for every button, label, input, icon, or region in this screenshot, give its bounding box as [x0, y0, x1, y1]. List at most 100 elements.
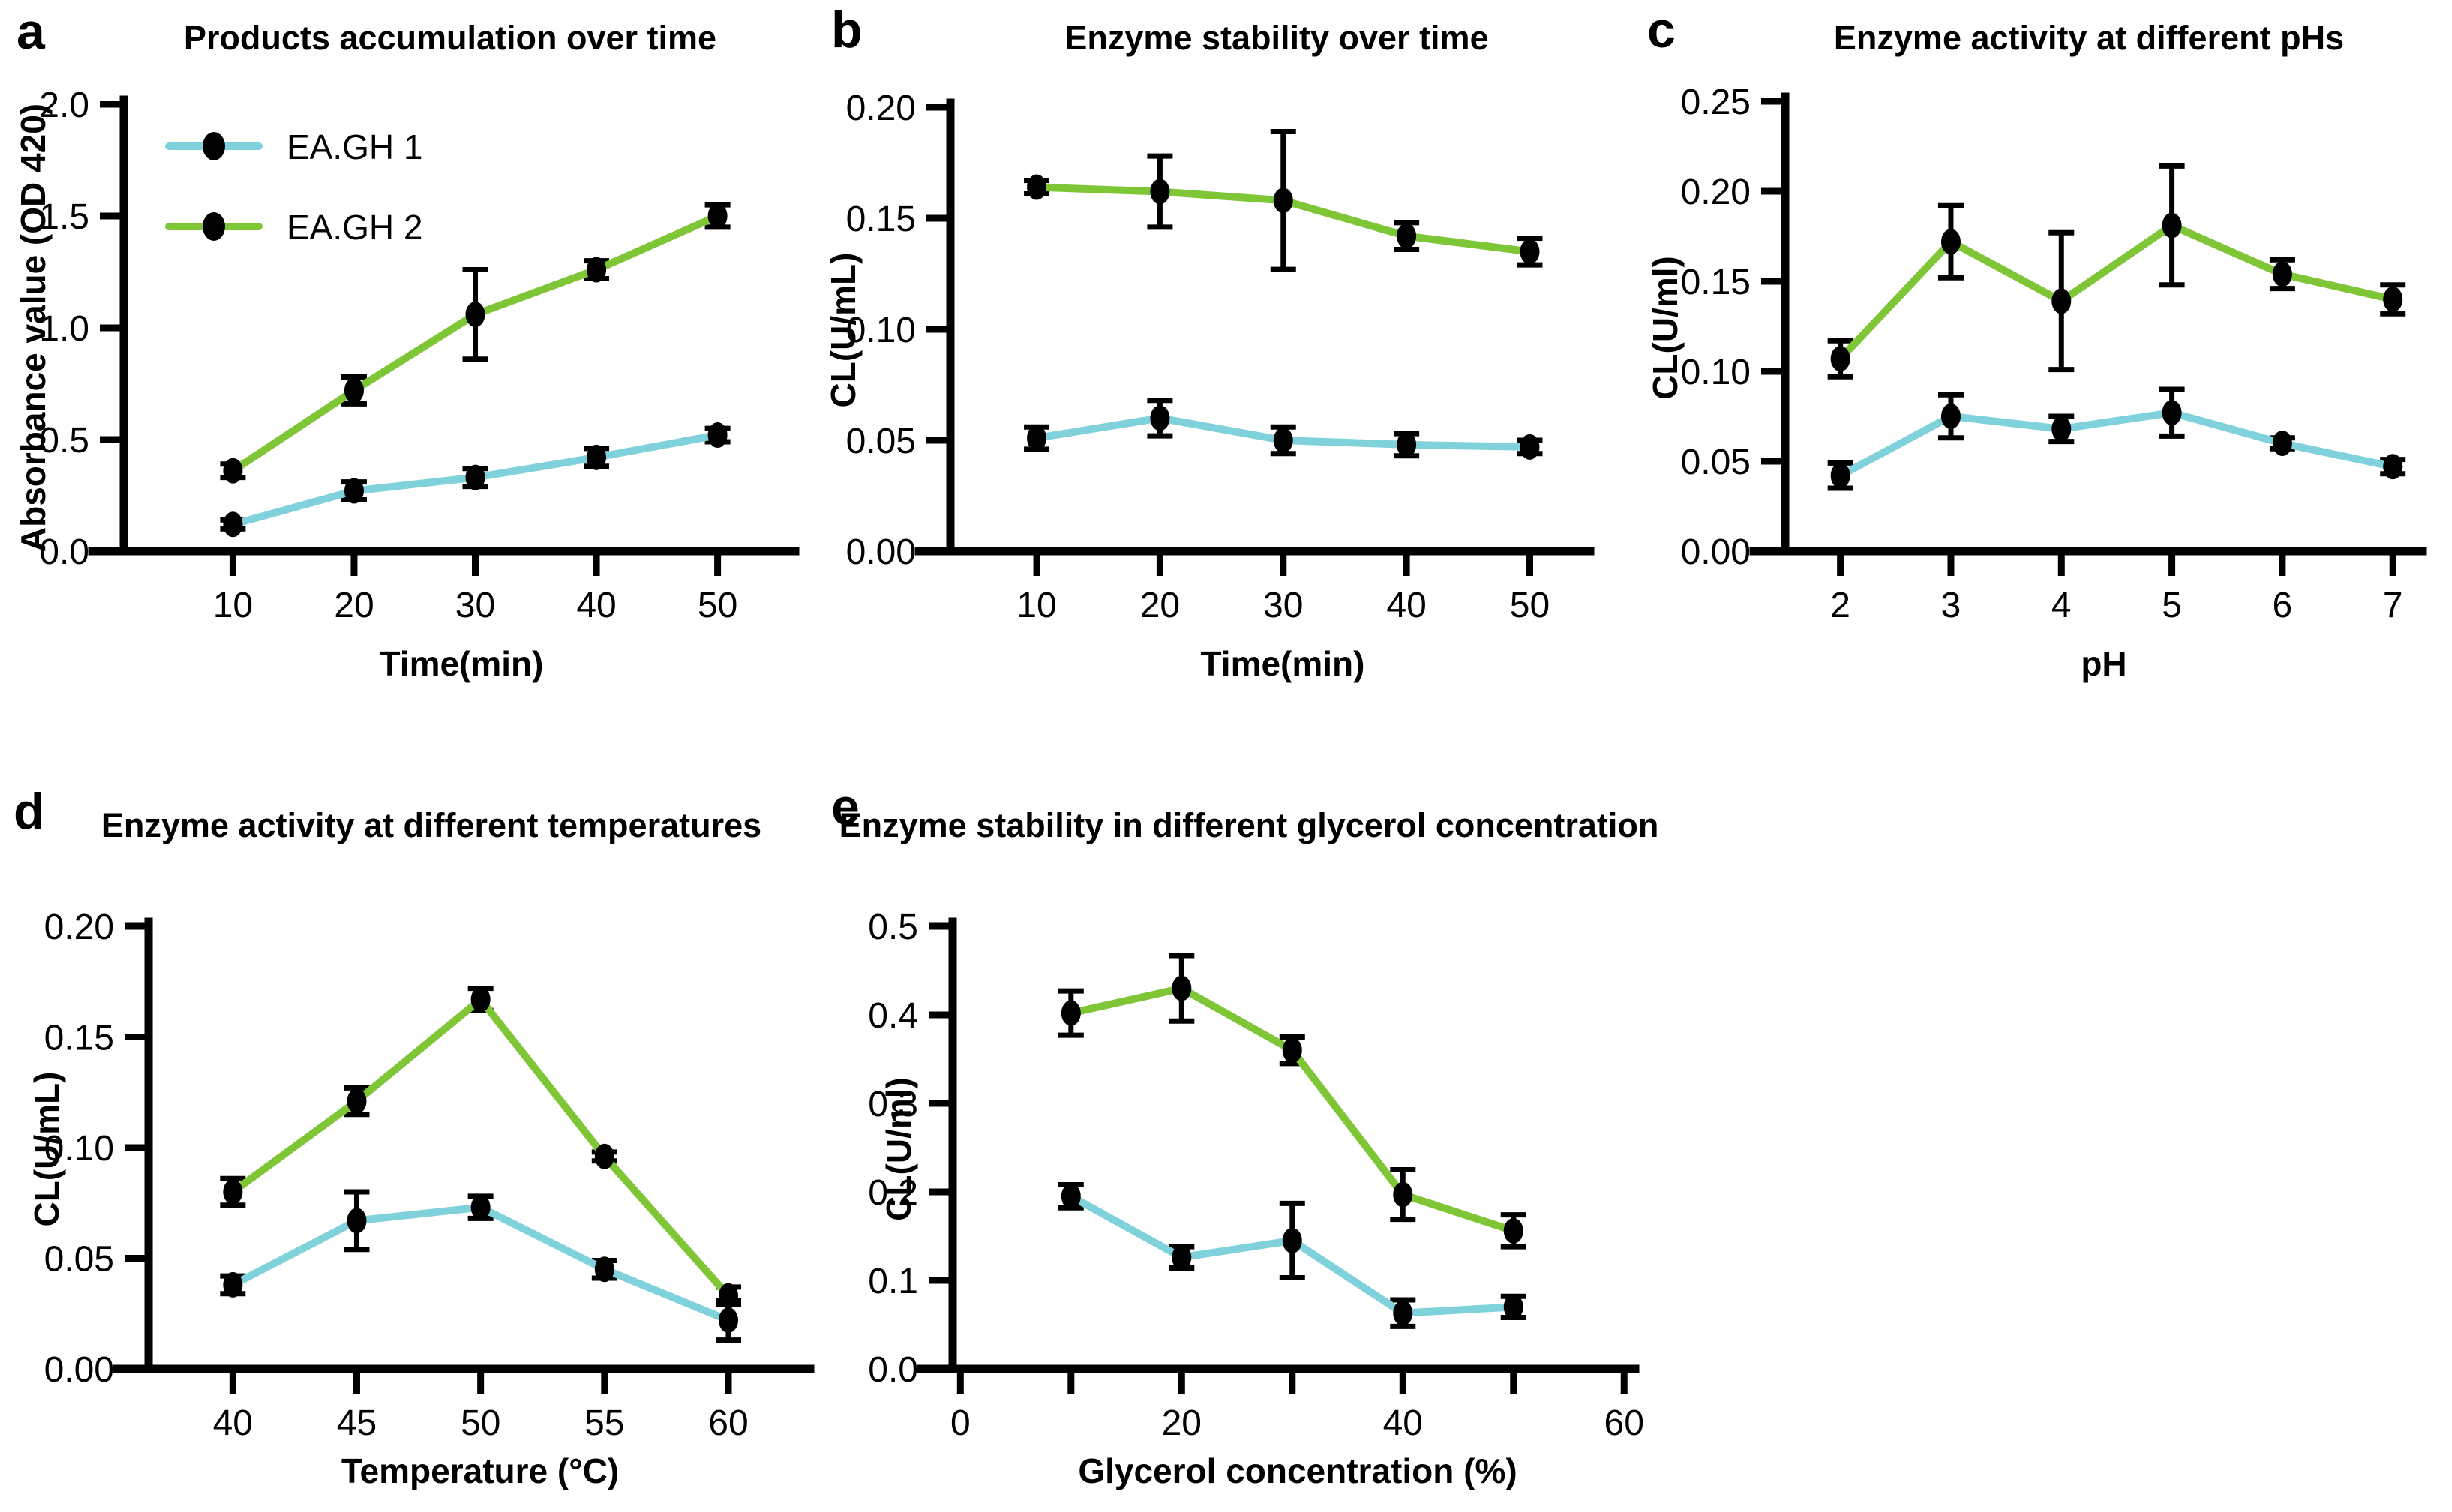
data-point-marker — [594, 1256, 614, 1282]
data-point-marker — [1172, 1244, 1192, 1270]
data-point-marker — [344, 377, 364, 404]
data-point-marker — [1273, 188, 1293, 214]
y-tick-label: 0.10 — [846, 310, 916, 350]
y-tick-label: 0.00 — [44, 1350, 114, 1390]
data-point-marker — [223, 1271, 243, 1298]
data-point-marker — [1397, 223, 1417, 249]
x-axis-label-c: pH — [2081, 644, 2127, 683]
data-point-marker — [1172, 975, 1192, 1001]
data-point-marker — [347, 1088, 367, 1114]
panel-letter-b: b — [831, 2, 863, 58]
x-tick-label: 20 — [334, 586, 374, 626]
data-point-marker — [718, 1307, 738, 1334]
y-tick-label: 0.15 — [846, 200, 916, 239]
x-tick-label: 7 — [2383, 586, 2403, 626]
y-tick-label: 0.2 — [868, 1173, 918, 1213]
data-point-marker — [1282, 1227, 1302, 1253]
data-point-marker — [2383, 286, 2403, 312]
panel-d: d Enzyme activity at different temperatu… — [0, 765, 818, 1512]
data-point-marker — [1150, 178, 1170, 205]
y-tick-label: 0.05 — [846, 422, 916, 461]
data-point-marker — [2162, 400, 2182, 426]
data-point-marker — [1830, 463, 1850, 489]
data-point-marker — [587, 256, 607, 283]
x-tick-label: 50 — [698, 586, 737, 626]
panel-a: a Products accumulation over time Absorb… — [0, 0, 818, 758]
data-point-marker — [718, 1282, 738, 1309]
y-tick-label: 0.00 — [846, 532, 916, 572]
legend-label: EA.GH 1 — [287, 128, 423, 166]
data-point-marker — [344, 478, 364, 504]
y-tick-label: 0.1 — [868, 1262, 918, 1301]
x-axis-label-e: Glycerol concentration (%) — [1078, 1451, 1517, 1490]
legend-label: EA.GH 2 — [287, 208, 423, 247]
x-tick-label: 45 — [337, 1403, 377, 1443]
data-point-marker — [223, 458, 243, 484]
data-point-marker — [465, 302, 485, 328]
panel-b: b Enzyme stability over time CL(U/mL) Ti… — [818, 0, 1635, 758]
plot-area-d: 0.00 0.05 0.10 0.15 0.20 40 45 50 55 60 — [44, 908, 815, 1443]
data-point-marker — [1397, 431, 1417, 458]
y-tick-label: 0.00 — [1681, 532, 1751, 572]
data-point-marker — [1503, 1294, 1523, 1320]
data-point-marker — [1027, 425, 1047, 452]
panel-letter-d: d — [14, 783, 45, 840]
plot-area-c: 0.00 0.05 0.10 0.15 0.20 0.25 2 3 4 5 6 7 — [1681, 82, 2427, 626]
y-tick-label: 0.20 — [44, 908, 114, 947]
x-tick-label: 10 — [1016, 586, 1056, 626]
y-tick-label: 1.5 — [39, 197, 89, 237]
x-axis-label-b: Time(min) — [1200, 644, 1365, 683]
data-point-marker — [1027, 174, 1047, 200]
series-line-ea-gh-2 — [1836, 221, 2397, 363]
data-point-marker — [2272, 430, 2292, 456]
x-tick-label: 40 — [213, 1403, 253, 1443]
data-point-marker — [2383, 454, 2403, 480]
x-tick-label: 3 — [1941, 586, 1961, 626]
data-point-marker — [347, 1208, 367, 1234]
panel-letter-a: a — [17, 3, 45, 60]
x-tick-label: 5 — [2162, 586, 2182, 626]
plot-area-e: 0.0 0.1 0.2 0.3 0.4 0.5 0 20 40 60 — [868, 908, 1644, 1443]
data-point-marker — [1520, 434, 1540, 460]
data-point-marker — [1940, 229, 1961, 255]
x-tick-label: 20 — [1162, 1403, 1202, 1443]
series-line-ea-gh-2 — [229, 995, 732, 1300]
data-point-marker — [707, 422, 728, 448]
y-tick-label: 0.15 — [1681, 262, 1751, 302]
x-tick-label: 55 — [584, 1403, 624, 1443]
y-tick-label: 2.0 — [39, 86, 89, 125]
x-tick-label: 10 — [213, 586, 253, 626]
y-tick-label: 0.25 — [1681, 82, 1751, 122]
panel-e: e Enzyme stability in different glycerol… — [810, 765, 1695, 1512]
y-tick-label: 0.10 — [1681, 352, 1751, 392]
panel-letter-e: e — [831, 778, 860, 836]
x-axis-label-d: Temperature (°C) — [341, 1451, 620, 1490]
data-point-marker — [707, 203, 728, 229]
data-point-marker — [2272, 261, 2292, 287]
data-point-marker — [1393, 1181, 1413, 1208]
x-tick-label: 40 — [1386, 586, 1426, 626]
data-point-marker — [1282, 1037, 1302, 1064]
x-tick-label: 2 — [1830, 586, 1850, 626]
x-tick-label: 6 — [2273, 586, 2293, 626]
y-tick-label: 0.20 — [1681, 172, 1751, 212]
data-point-marker — [1520, 238, 1540, 265]
panel-c: c Enzyme activity at different pHs CL(U/… — [1635, 0, 2452, 758]
y-tick-label: 0.05 — [1681, 442, 1751, 482]
y-tick-label: 0.20 — [846, 88, 916, 128]
data-point-marker — [1061, 1183, 1081, 1209]
data-point-marker — [470, 986, 491, 1012]
data-point-marker — [2162, 212, 2182, 238]
series-line-ea-gh-2 — [1067, 984, 1517, 1234]
data-point-marker — [223, 512, 243, 538]
legend-marker — [203, 212, 225, 241]
data-point-marker — [470, 1194, 491, 1220]
y-tick-label: 0.0 — [868, 1350, 918, 1390]
chart-title-d: Enzyme activity at different temperature… — [101, 806, 762, 844]
data-point-marker — [594, 1143, 614, 1169]
x-tick-label: 30 — [1263, 586, 1303, 626]
y-tick-label: 0.5 — [39, 421, 89, 460]
data-point-marker — [223, 1179, 243, 1204]
data-point-marker — [1150, 405, 1170, 431]
x-tick-label: 20 — [1140, 586, 1180, 626]
